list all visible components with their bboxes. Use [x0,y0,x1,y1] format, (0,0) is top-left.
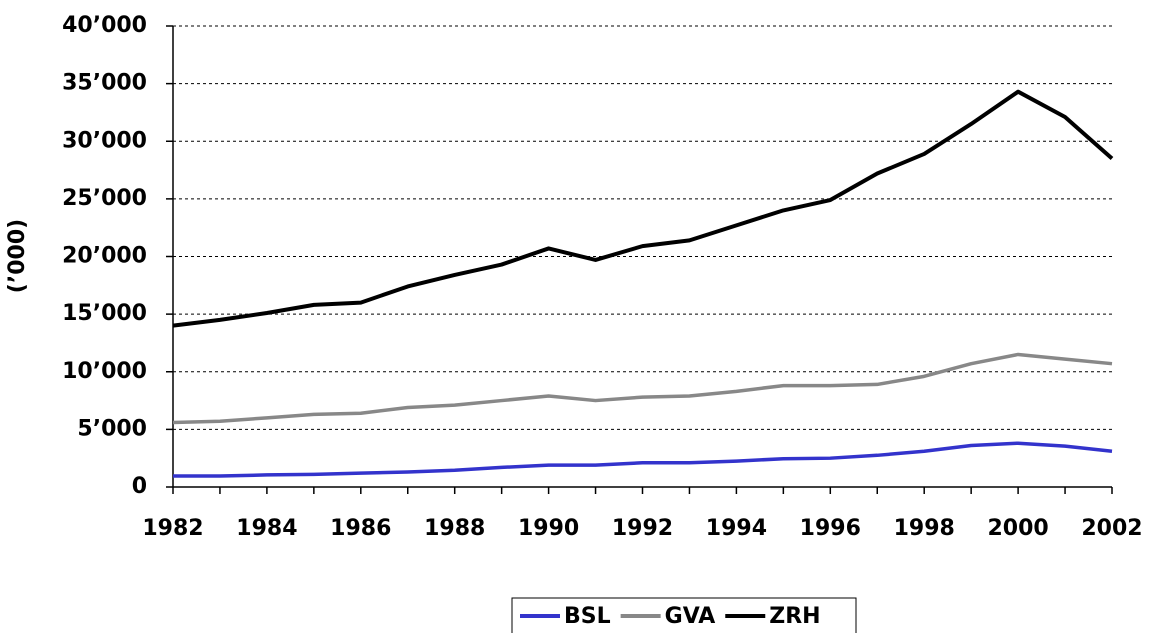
y-tick-label: 35’000 [62,71,147,96]
line-series [172,352,1113,425]
y-tick-label: 10’000 [62,359,147,384]
x-tick-label: 1984 [236,516,297,541]
x-tick-label: 1998 [894,516,955,541]
x-tick-label: 1982 [142,516,203,541]
legend-box [511,597,857,633]
y-tick-label: 0 [132,474,147,499]
x-tick-label: 1986 [330,516,391,541]
x-tick-label: 1992 [612,516,673,541]
x-tick-label: 1994 [706,516,767,541]
y-tick-label: 40’000 [62,13,147,38]
legend-label: BSL [564,604,611,629]
y-tick-label: 5’000 [77,416,147,441]
x-tick-label: 2002 [1081,516,1142,541]
x-tick-label: 1996 [800,516,861,541]
line-series [172,89,1114,328]
x-tick-label: 2000 [987,516,1048,541]
y-tick-label: 25’000 [62,186,147,211]
line-series [173,441,1113,478]
y-tick-label: 20’000 [62,244,147,269]
legend-label: ZRH [769,604,820,629]
x-tick-label: 1990 [518,516,579,541]
y-axis-label: (’000) [5,219,30,293]
y-tick-label: 30’000 [62,128,147,153]
legend-label: GVA [665,604,716,629]
x-tick-label: 1988 [424,516,485,541]
y-tick-label: 15’000 [62,301,147,326]
